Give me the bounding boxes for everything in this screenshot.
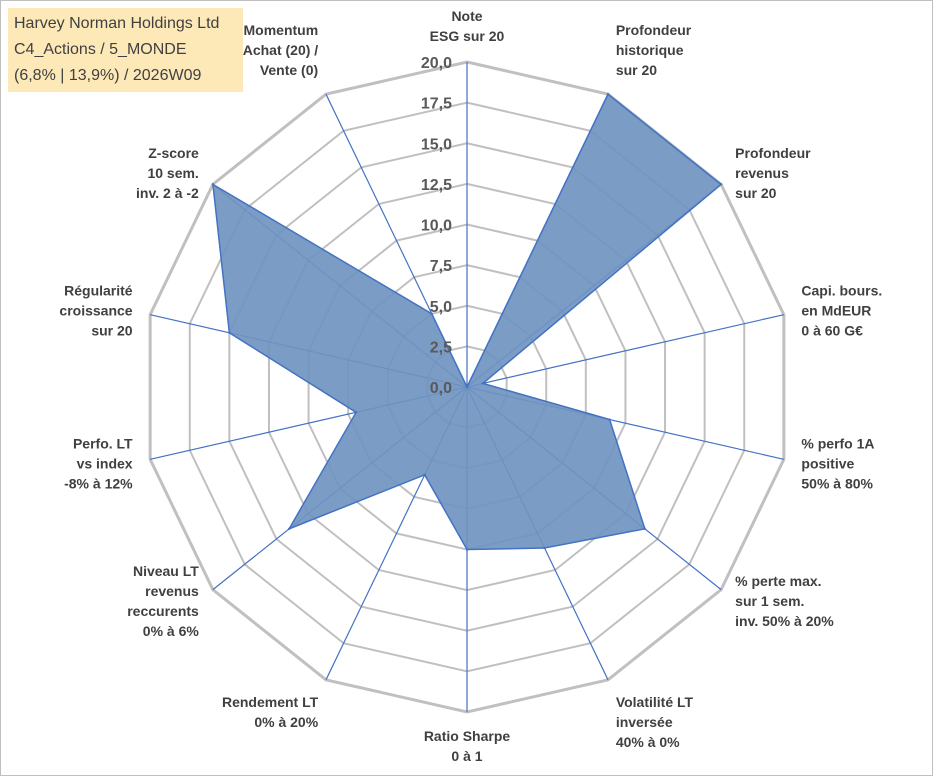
data-point-13 (430, 312, 433, 315)
axis-label-8: Rendement LT 0% à 20% (222, 694, 319, 730)
data-point-5 (643, 527, 647, 531)
axis-label-6: Volatilité LT inversée 40% à 0% (616, 694, 694, 750)
data-point-6 (543, 546, 546, 550)
axis-label-12: Z-score 10 sem. inv. 2 à -2 (136, 145, 199, 201)
data-point-8 (423, 473, 426, 477)
category-label: C4_Actions / 5_MONDE (14, 41, 187, 58)
tick-label-7: 17,5 (421, 96, 452, 113)
stats-label: (6,8% | 13,9%) / 2026W09 (14, 67, 202, 84)
axis-label-2: Profondeur revenus sur 20 (735, 145, 811, 201)
axis-label-9: Niveau LT revenus reccurents 0% à 6% (127, 563, 199, 639)
data-point-0 (465, 385, 469, 389)
axis-label-0: Note ESG sur 20 (430, 8, 505, 44)
tick-label-8: 20,0 (421, 55, 452, 72)
chart-title-box: Harvey Norman Holdings Ltd C4_Actions / … (8, 8, 243, 92)
radar-series (211, 92, 723, 551)
data-point-11 (228, 331, 231, 334)
data-point-9 (287, 527, 291, 531)
axis-label-13: Momentum Achat (20) / Vente (0) (243, 22, 319, 78)
radial-tick-labels: 0,0 2,5 5,0 7,5 10,0 12,5 15,0 17,5 20,0 (421, 55, 452, 397)
tick-label-0: 0,0 (430, 380, 452, 397)
axis-label-11: Régularité croissance sur 20 (59, 283, 132, 339)
axis-label-7: Ratio Sharpe 0 à 1 (424, 728, 511, 764)
axis-label-1: Profondeur historique sur 20 (616, 22, 692, 78)
tick-label-6: 15,0 (421, 136, 452, 153)
tick-label-2: 5,0 (430, 299, 452, 316)
data-point-10 (354, 411, 358, 414)
company-name: Harvey Norman Holdings Ltd (14, 15, 220, 32)
spoke-3 (466, 314, 784, 388)
data-point-4 (608, 418, 611, 421)
axis-label-10: Perfo. LT vs index -8% à 12% (64, 435, 133, 491)
axis-label-3: Capi. bours. en MdEUR 0 à 60 G€ (801, 283, 882, 339)
axis-labels: Note ESG sur 20 Profondeur historique sur 20… (59, 8, 882, 764)
tick-label-3: 7,5 (430, 258, 452, 275)
axis-label-5: % perte max. sur 1 sem. inv. 50% à 20% (735, 573, 834, 629)
tick-label-5: 12,5 (421, 177, 452, 194)
data-point-2 (719, 183, 723, 186)
tick-label-1: 2,5 (430, 339, 452, 356)
data-point-12 (211, 183, 215, 186)
data-point-7 (465, 548, 469, 551)
data-point-3 (481, 382, 485, 385)
data-point-1 (606, 92, 610, 96)
tick-label-4: 10,0 (421, 218, 452, 235)
axis-label-4: % perfo 1A positive 50% à 80% (801, 435, 874, 491)
